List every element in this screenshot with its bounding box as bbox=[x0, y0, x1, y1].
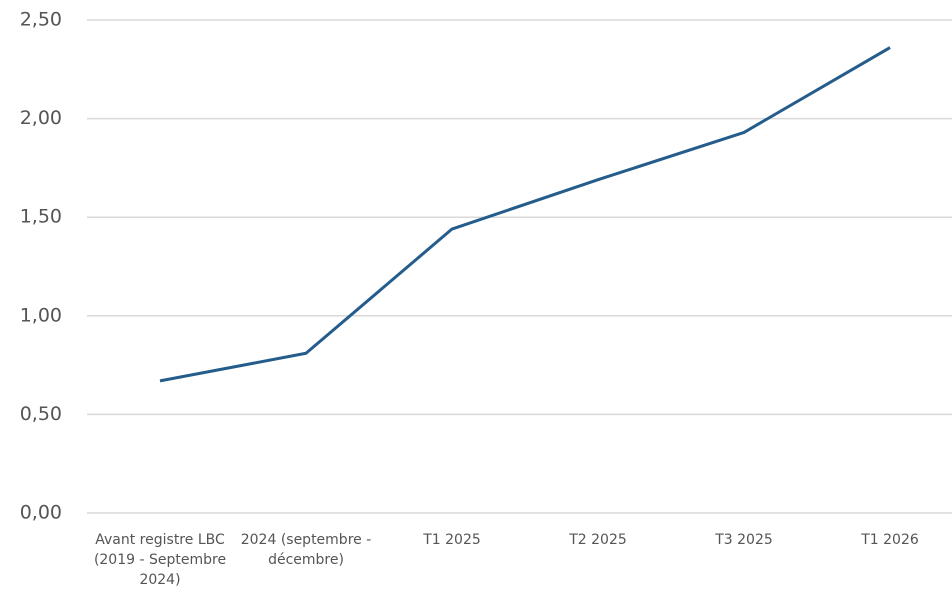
y-tick-label: 1,00 bbox=[20, 304, 62, 326]
x-tick-label: Avant registre LBC (2019 - Septembre 202… bbox=[93, 532, 227, 588]
y-tick-label: 0,00 bbox=[20, 502, 62, 524]
y-tick-label: 2,50 bbox=[20, 9, 62, 31]
x-tick-label: T2 2025 bbox=[569, 532, 627, 548]
y-tick-label: 2,00 bbox=[20, 107, 62, 129]
y-tick-label: 0,50 bbox=[20, 403, 62, 425]
x-tick-label: T1 2026 bbox=[861, 532, 919, 548]
x-tick-label: 2024 (septembre - décembre) bbox=[240, 532, 372, 568]
line-series bbox=[159, 46, 891, 383]
y-tick-label: 1,50 bbox=[20, 206, 62, 228]
x-tick-label: T1 2025 bbox=[423, 532, 481, 548]
x-tick-label: T3 2025 bbox=[715, 532, 773, 548]
